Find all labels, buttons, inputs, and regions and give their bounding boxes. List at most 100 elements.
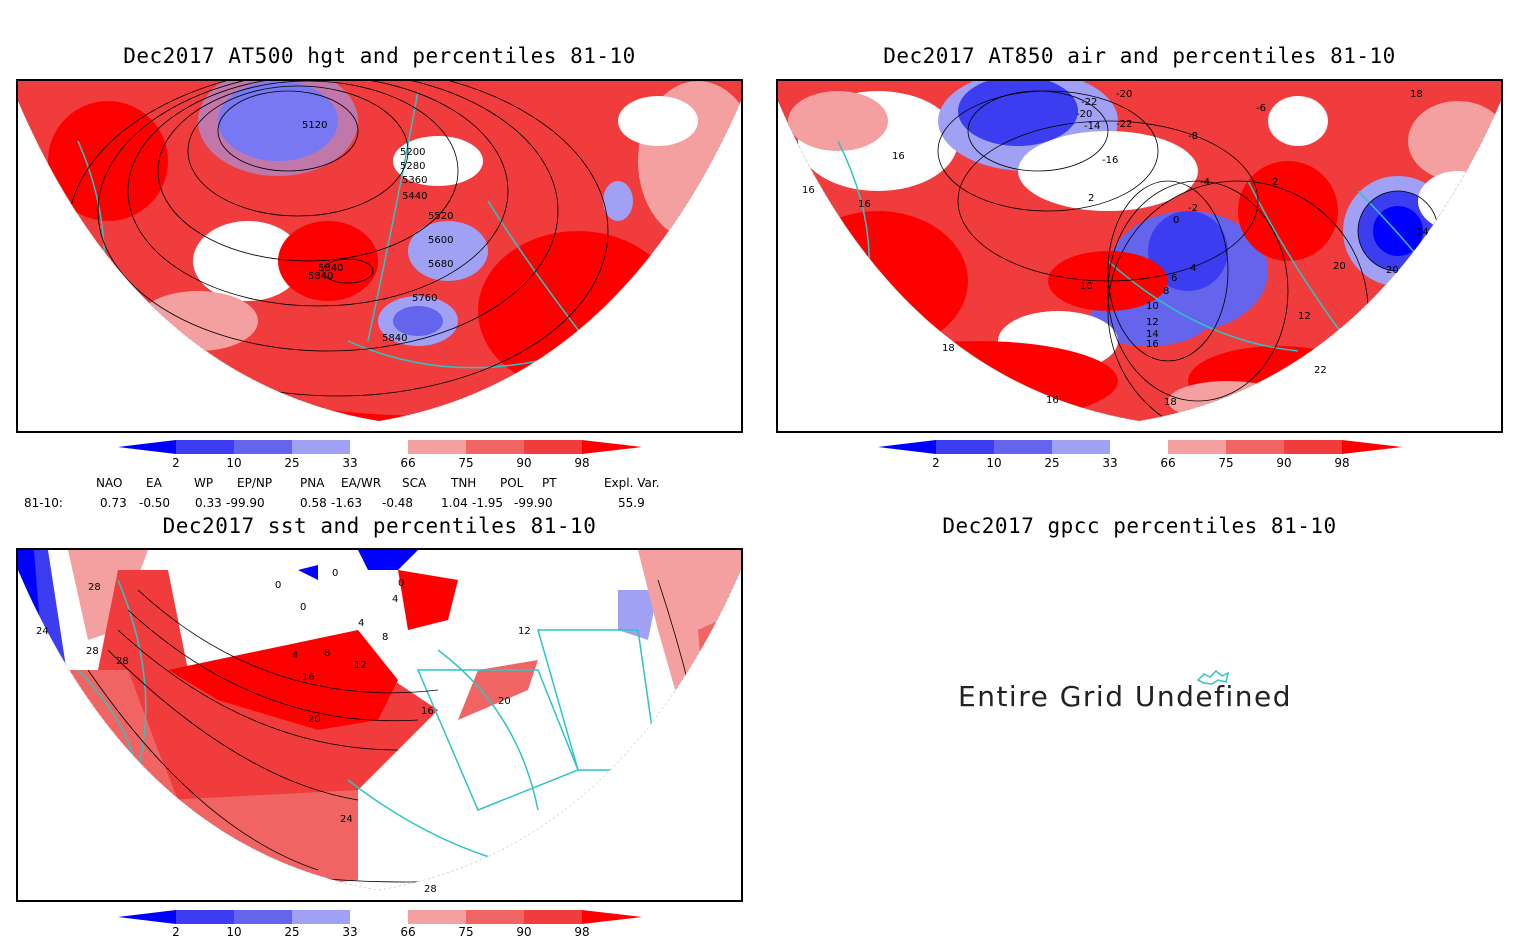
colorbar-label: 10	[986, 456, 1002, 470]
contour-label: 4	[392, 594, 398, 605]
contour-label: 12	[1298, 311, 1311, 322]
panel-3-contour-labels: 24 28 28 28 28 24 20 16 16 12 8 8 4 4 0 …	[36, 568, 531, 895]
contour-label: 24	[36, 626, 49, 637]
colorbar-arrow-right	[582, 440, 642, 454]
tele-header: TNH	[451, 476, 477, 490]
contour-label: 4	[358, 618, 364, 629]
colorbar-arrow-left	[118, 440, 176, 454]
contour-label: 2	[1088, 193, 1094, 204]
contour-label: 16	[802, 185, 815, 196]
contour-label: 16	[858, 199, 871, 210]
panel-2-map-svg: -22 -20 -20 -14 -22 -16 -8 -6 -4 -2 0 2 …	[778, 81, 1501, 422]
contour-label: 5600	[428, 235, 453, 246]
contour-label: 0	[332, 568, 338, 579]
tele-header: EA	[146, 476, 162, 490]
contour-label: 18	[1164, 397, 1177, 408]
contour-label: 5360	[402, 175, 427, 186]
tele-value: 0.73	[100, 496, 127, 510]
colorbar-arrow-right	[1342, 440, 1402, 454]
colorbar-arrow-right	[582, 910, 642, 924]
colorbar-label: 66	[400, 456, 416, 470]
tele-value: -1.95	[472, 496, 504, 510]
panel-1-map-svg: 5120 5200 5280 5360 5440 5520 5600 5680 …	[18, 81, 741, 422]
tele-value: 1.04	[441, 496, 468, 510]
contour-label: 28	[424, 884, 437, 895]
tele-header: NAO	[96, 476, 123, 490]
contour-label: 0	[398, 578, 404, 589]
contour-label: 18	[942, 343, 955, 354]
contour-label: 28	[88, 582, 101, 593]
colorbar-label: 33	[1102, 456, 1118, 470]
contour-label: 5840	[382, 333, 407, 344]
contour-label: 24	[340, 814, 353, 825]
panel-3-map: 24 28 28 28 28 24 20 16 16 12 8 8 4 4 0 …	[16, 548, 743, 902]
tele-header: Expl. Var.	[604, 476, 660, 490]
panel-3-map-svg: 24 28 28 28 28 24 20 16 16 12 8 8 4 4 0 …	[18, 550, 741, 895]
colorbar-label: 66	[400, 925, 416, 939]
contour-label: 5440	[402, 191, 427, 202]
tele-header: PT	[542, 476, 557, 490]
colorbar-label: 25	[1044, 456, 1060, 470]
colorbar-label: 25	[284, 456, 300, 470]
contour-label: 16	[1146, 339, 1159, 350]
colorbar-label: 10	[226, 925, 242, 939]
panel-2-title: Dec2017 AT850 air and percentiles 81-10	[883, 44, 1396, 68]
panel-3-title: Dec2017 sst and percentiles 81-10	[162, 514, 597, 538]
tele-header: EP/NP	[237, 476, 273, 490]
panel-4-undefined-message: Entire Grid Undefined	[958, 680, 1293, 713]
colorbar-label: 2	[172, 456, 180, 470]
colorbar-label: 66	[1160, 456, 1176, 470]
colorbar-arrow-left	[878, 440, 936, 454]
tele-value: -0.48	[382, 496, 414, 510]
tele-header: POL	[500, 476, 524, 490]
contour-label: 8	[324, 648, 330, 659]
contour-label: 12	[1146, 317, 1159, 328]
tele-header: PNA	[300, 476, 325, 490]
tele-value: -99.90	[514, 496, 553, 510]
contour-label: 0	[1173, 215, 1179, 226]
colorbar-label: 33	[342, 456, 358, 470]
contour-label: -6	[1256, 103, 1266, 114]
contour-label: 5280	[400, 161, 425, 172]
contour-label: 5200	[400, 147, 425, 158]
contour-label: 8	[382, 632, 388, 643]
contour-label: 20	[498, 696, 511, 707]
colorbar-label: 98	[574, 456, 590, 470]
colorbar-label: 2	[172, 925, 180, 939]
contour-label: 5680	[428, 259, 453, 270]
panel-3-colorbar	[118, 910, 642, 924]
contour-label: 16	[302, 672, 315, 683]
tele-header: WP	[194, 476, 214, 490]
tele-value: 0.58	[300, 496, 327, 510]
panel-1-map: 5120 5200 5280 5360 5440 5520 5600 5680 …	[16, 79, 743, 433]
contour-label: 28	[86, 646, 99, 657]
panel-2-contour-labels: -22 -20 -20 -14 -22 -16 -8 -6 -4 -2 0 2 …	[802, 89, 1429, 408]
tele-value: -99.90	[226, 496, 265, 510]
contour-label: 18	[1410, 89, 1423, 100]
contour-label: 14	[1146, 329, 1159, 340]
tele-value: 0.33	[195, 496, 222, 510]
contour-label: 5120	[302, 120, 327, 131]
panel-2-map: -22 -20 -20 -14 -22 -16 -8 -6 -4 -2 0 2 …	[776, 79, 1503, 433]
tele-header: EA/WR	[341, 476, 382, 490]
contour-label: 16	[1046, 395, 1059, 406]
contour-label: 0	[300, 602, 306, 613]
colorbar-label: 90	[516, 456, 532, 470]
colorbar-label: 75	[458, 925, 474, 939]
contour-label: -16	[1102, 155, 1118, 166]
contour-label: -22	[1116, 119, 1132, 130]
colorbar-label: 25	[284, 925, 300, 939]
panel-1-title: Dec2017 AT500 hgt and percentiles 81-10	[123, 44, 636, 68]
contour-label: 22	[1314, 365, 1327, 376]
contour-label: 16	[421, 706, 434, 717]
panel-4-coastline-fragment	[1196, 669, 1230, 685]
contour-label: -2	[1188, 203, 1198, 214]
contour-label: 16	[892, 151, 905, 162]
colorbar-label: 33	[342, 925, 358, 939]
teleconnection-table: NAO EA WP EP/NP PNA EA/WR SCA TNH POL PT…	[0, 474, 760, 514]
colorbar-label: 10	[226, 456, 242, 470]
colorbar-label: 90	[516, 925, 532, 939]
contour-label: 0	[275, 580, 281, 591]
panel-2-colorbar	[878, 440, 1402, 454]
contour-label: 5760	[412, 293, 437, 304]
